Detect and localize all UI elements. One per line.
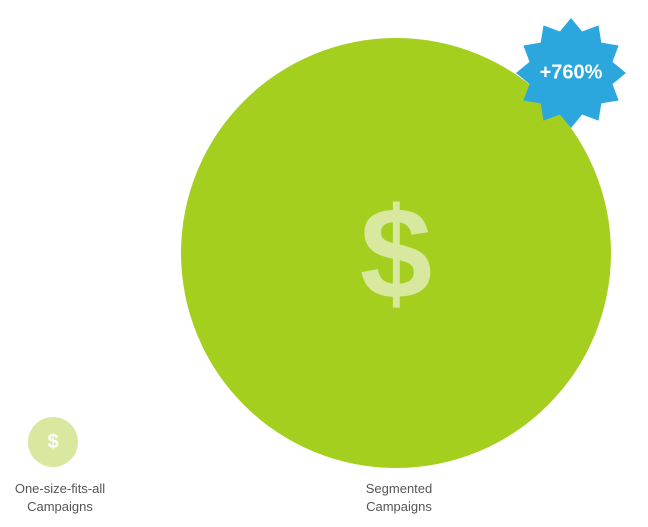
dollar-icon: $ <box>360 178 432 328</box>
small-circle: $ <box>28 417 78 467</box>
increase-badge-text: +760% <box>540 62 603 85</box>
increase-badge: +760% <box>516 18 626 128</box>
small-circle-label: One-size-fits-allCampaigns <box>0 480 120 516</box>
label-line: One-size-fits-all <box>0 480 120 498</box>
label-line: Campaigns <box>344 498 454 516</box>
label-line: Segmented <box>344 480 454 498</box>
large-circle-label: SegmentedCampaigns <box>344 480 454 516</box>
dollar-icon: $ <box>47 431 58 454</box>
label-line: Campaigns <box>0 498 120 516</box>
